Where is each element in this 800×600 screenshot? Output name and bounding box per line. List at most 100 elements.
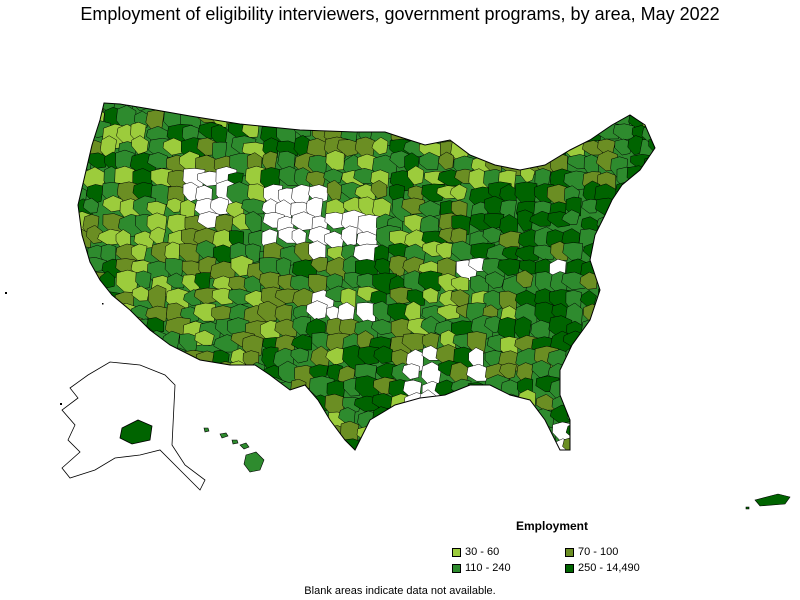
- contiguous-us-outline: [77, 102, 656, 451]
- area-region-105: [530, 118, 553, 143]
- area-region-482: [485, 271, 505, 289]
- area-region-527: [598, 286, 619, 306]
- area-region-747: [466, 382, 489, 406]
- area-region-720: [644, 364, 655, 386]
- area-region-647: [86, 350, 104, 368]
- area-region-205: [305, 171, 327, 188]
- area-region-861: [466, 426, 485, 443]
- area-region-438: [388, 255, 407, 278]
- footnote: Blank areas indicate data not available.: [304, 585, 496, 597]
- area-region-920: [200, 454, 215, 472]
- area-region-898: [450, 440, 470, 450]
- area-region-113: [662, 126, 678, 149]
- area-region-772: [262, 391, 288, 409]
- area-region-341: [664, 215, 683, 237]
- area-region-643: [627, 333, 649, 352]
- area-region-605: [629, 321, 649, 337]
- area-region-33: [595, 103, 613, 116]
- area-region-611: [114, 334, 134, 355]
- area-region-641: [599, 334, 618, 356]
- area-region-857: [402, 420, 423, 444]
- area-region-24: [452, 103, 474, 114]
- area-region-749: [500, 379, 520, 401]
- area-region-376: [610, 226, 634, 252]
- legend-item-110-240: 110 - 240: [452, 562, 511, 574]
- area-region-54: [324, 109, 348, 126]
- area-region-141: [498, 140, 519, 156]
- area-region-139: [472, 137, 495, 154]
- area-region-844: [198, 422, 224, 449]
- area-region-489: [599, 272, 621, 293]
- area-region-290: [451, 200, 468, 219]
- area-region-140: [484, 135, 507, 160]
- area-region-691: [179, 361, 195, 384]
- area-region-368: [482, 226, 502, 244]
- area-region-59: [402, 105, 421, 129]
- area-region-933: [405, 455, 429, 474]
- legend-label-250-14490: 250 - 14,490: [578, 562, 640, 574]
- area-region-939: [505, 454, 521, 477]
- area-region-104: [516, 121, 534, 146]
- area-region-900: [483, 439, 504, 450]
- area-region-15: [310, 103, 330, 118]
- area-region-7: [179, 103, 204, 115]
- area-region-833: [631, 408, 651, 430]
- area-region-13: [275, 103, 299, 116]
- area-region-174: [418, 151, 440, 171]
- area-region-531: [662, 288, 686, 305]
- area-region-208: [353, 168, 375, 184]
- area-region-937: [471, 456, 487, 473]
- area-region-26: [486, 103, 507, 110]
- area-region-929: [340, 453, 364, 476]
- area-region-572: [102, 317, 127, 336]
- area-region-514: [389, 286, 413, 305]
- area-region-493: [659, 271, 684, 290]
- area-region-904: [549, 438, 575, 450]
- area-region-797: [661, 391, 683, 415]
- area-region-451: [593, 261, 618, 276]
- area-region-495: [80, 285, 104, 303]
- area-region-713: [531, 360, 552, 379]
- area-region-705: [401, 363, 420, 380]
- area-region-608: [78, 333, 91, 351]
- area-region-936: [456, 453, 474, 474]
- area-region-417: [663, 243, 680, 267]
- area-region-613: [146, 330, 167, 354]
- area-region-571: [84, 317, 104, 337]
- area-region-806: [198, 406, 223, 426]
- area-region-662: [325, 347, 347, 366]
- area-region-151: [660, 137, 682, 157]
- area-region-732: [229, 375, 248, 397]
- area-region-906: [577, 436, 604, 450]
- area-region-114: [78, 135, 88, 155]
- area-region-831: [595, 411, 614, 434]
- small-island-marks: [5, 292, 104, 405]
- area-region-813: [306, 406, 324, 431]
- area-region-768: [193, 390, 214, 415]
- area-region-733: [246, 377, 267, 399]
- area-region-339: [629, 216, 648, 234]
- area-region-821: [436, 406, 458, 427]
- area-region-682: [643, 344, 655, 363]
- area-region-263: [628, 181, 648, 204]
- area-region-759: [659, 382, 680, 403]
- area-region-826: [516, 408, 538, 428]
- area-region-615: [179, 333, 199, 352]
- area-region-388: [195, 240, 216, 260]
- area-region-810: [258, 409, 280, 427]
- area-region-378: [645, 230, 655, 250]
- legend-label-110-240: 110 - 240: [465, 562, 511, 574]
- area-region-818: [389, 405, 411, 424]
- area-region-940: [514, 455, 536, 473]
- area-region-583: [274, 318, 299, 338]
- area-region-872: [643, 422, 655, 445]
- area-region-683: [659, 347, 684, 365]
- area-region-498: [131, 285, 150, 302]
- area-region-944: [582, 452, 606, 471]
- area-region-142: [518, 134, 537, 154]
- area-region-544: [257, 300, 278, 322]
- area-region-899: [468, 439, 490, 450]
- area-region-540: [193, 302, 216, 322]
- area-region-907: [597, 436, 619, 450]
- area-region-66: [515, 112, 541, 128]
